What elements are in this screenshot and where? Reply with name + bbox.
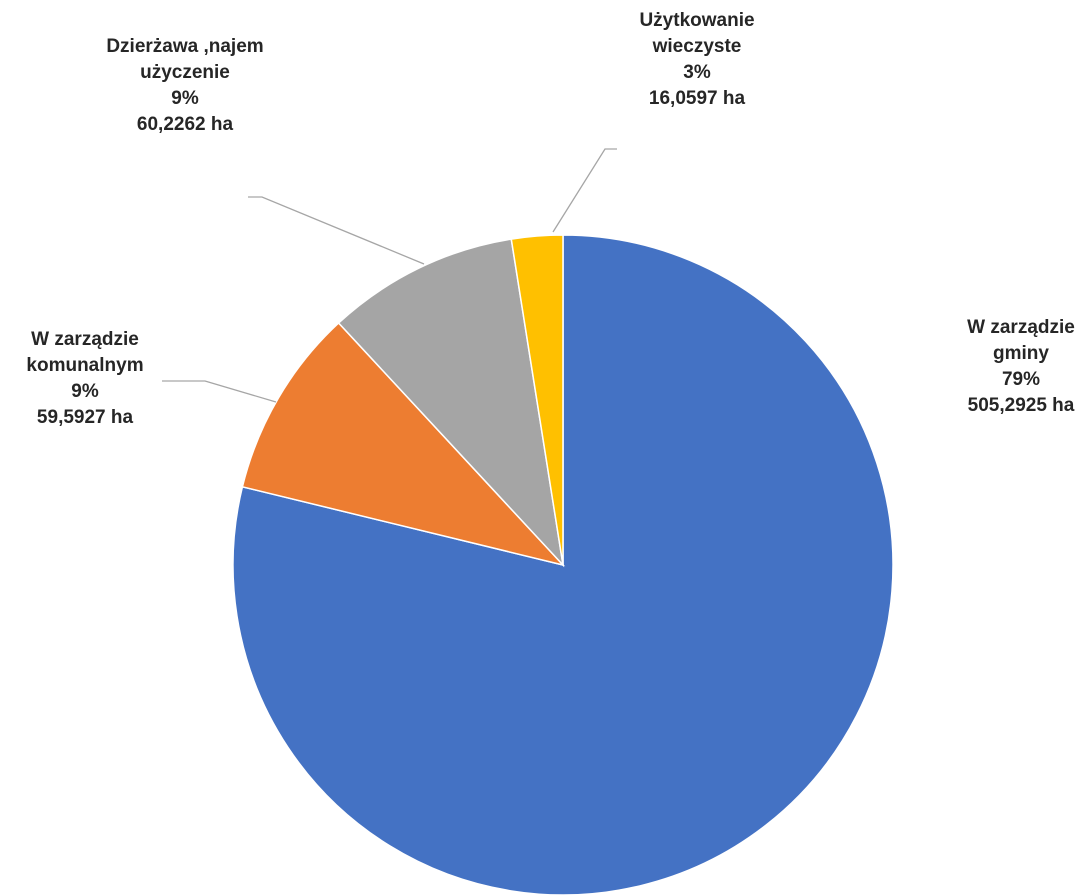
leader-line-uzytkowanie-wieczyste [552, 148, 617, 233]
data-label-dzierzawa-najem-uzyczenie: Dzierżawa ,najem użyczenie 9% 60,2262 ha [106, 34, 263, 138]
slice-name-line-2: wieczyste [652, 36, 742, 57]
leader-lines [162, 148, 617, 403]
slice-name-line-1: W zarządzie [967, 317, 1075, 338]
slice-area: 60,2262 ha [136, 114, 234, 135]
slice-name-line-1: W zarządzie [31, 329, 139, 350]
pie-slice-w-zarzadzie-komunalnym [241, 321, 566, 567]
slice-name-line-1: Użytkowanie [639, 10, 755, 31]
slice-area: 16,0597 ha [648, 88, 746, 109]
slice-name-line-2: użyczenie [140, 62, 230, 83]
slice-area: 59,5927 ha [36, 407, 134, 428]
pie-slice-w-zarzadzie-gminy [232, 234, 894, 895]
data-label-w-zarzadzie-komunalnym: W zarządzie komunalnym 9% 59,5927 ha [26, 327, 143, 431]
data-label-w-zarzadzie-gminy: W zarządzie gminy 79% 505,2925 ha [967, 315, 1075, 419]
pie-slices [232, 234, 894, 895]
slice-percent: 9% [71, 381, 99, 402]
pie-slice-uzytkowanie-wieczyste [510, 234, 564, 566]
slice-name-line-2: gminy [993, 343, 1049, 364]
slice-name-line-2: komunalnym [26, 355, 144, 376]
slice-percent: 9% [171, 88, 199, 109]
slice-name-line-1: Dzierżawa ,najem [106, 36, 264, 57]
leader-line-dzierzawa-najem-uzyczenie [248, 196, 425, 265]
leader-line-w-zarzadzie-komunalnym [162, 380, 277, 403]
data-label-uzytkowanie-wieczyste: Użytkowanie wieczyste 3% 16,0597 ha [639, 8, 754, 112]
slice-percent: 3% [683, 62, 711, 83]
pie-slice-dzierzawa-najem-uzyczenie [337, 238, 565, 568]
slice-area: 505,2925 ha [967, 395, 1075, 416]
slice-percent: 79% [1001, 369, 1041, 390]
